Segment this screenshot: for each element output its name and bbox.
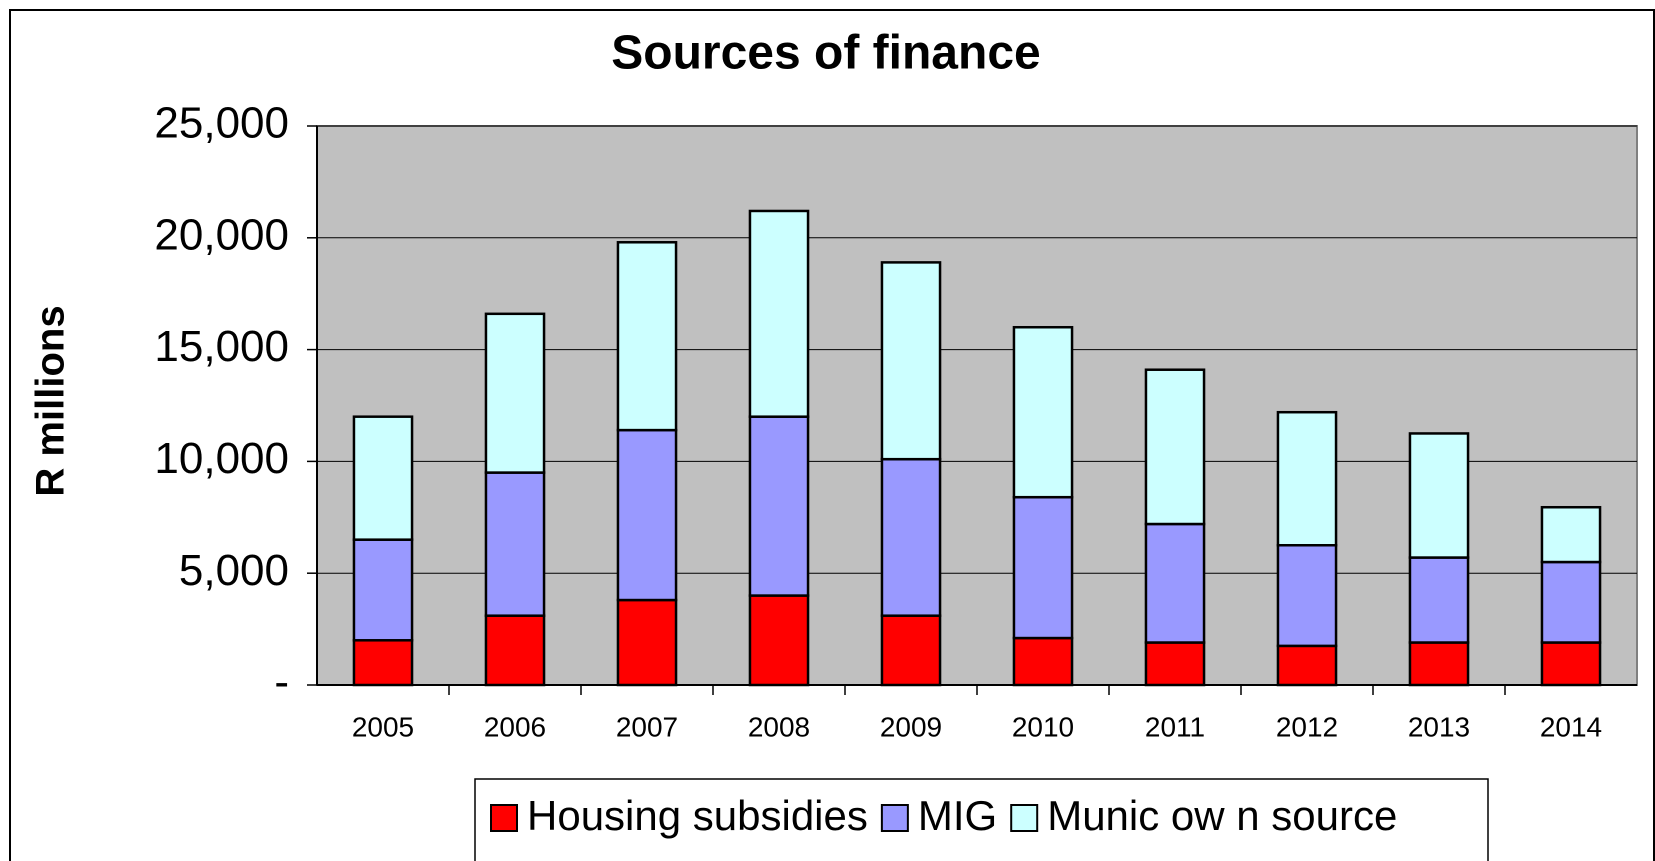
bar-segment (1540, 641, 1602, 687)
bar-segment (1012, 636, 1074, 687)
bar-segment (1408, 556, 1470, 644)
legend-box (474, 778, 1489, 861)
legend-swatch (880, 804, 909, 832)
y-axis-label: R millions (29, 305, 73, 496)
x-tick-label: 2007 (616, 711, 678, 742)
bar-segment (1540, 505, 1602, 564)
legend-label: MIG (918, 792, 997, 839)
bar-segment (352, 538, 414, 642)
bar-segment (1540, 560, 1602, 644)
chart-title: Sources of finance (611, 27, 1040, 80)
y-tick-label: 5,000 (179, 546, 289, 595)
bar-segment (484, 312, 546, 474)
bar-segment (748, 415, 810, 597)
legend-swatch (1010, 804, 1039, 832)
bar-segment (352, 415, 414, 541)
bar-segment (1408, 641, 1470, 687)
x-tick-label: 2013 (1408, 711, 1470, 742)
bar-segment (1012, 325, 1074, 499)
bar-segment (1144, 522, 1206, 644)
x-tick-label: 2011 (1145, 711, 1205, 742)
bar-segment (484, 614, 546, 687)
x-tick-label: 2014 (1540, 711, 1602, 742)
y-tick-label: - (274, 658, 289, 707)
legend-label: Munic ow n source (1047, 792, 1397, 839)
bar-segment (352, 639, 414, 687)
y-tick-label: 15,000 (154, 322, 289, 371)
x-tick-label: 2012 (1276, 711, 1338, 742)
bar-segment (1276, 544, 1338, 648)
bar-segment (1144, 368, 1206, 526)
bar-segment (616, 598, 678, 687)
bar-segment (484, 471, 546, 617)
bar-segment (616, 241, 678, 432)
bar-segment (880, 261, 942, 461)
bar-segment (1276, 410, 1338, 547)
bar-segment (748, 594, 810, 687)
legend-label: Housing subsidies (527, 792, 868, 839)
x-tick-label: 2005 (352, 711, 414, 742)
y-tick-label: 10,000 (154, 434, 289, 483)
legend-swatch (490, 804, 518, 832)
bar-segment (1408, 432, 1470, 559)
bar-segment (616, 428, 678, 602)
bar-segment (1276, 644, 1338, 687)
x-tick-label: 2006 (484, 711, 546, 742)
bar-segment (1012, 495, 1074, 640)
x-tick-label: 2008 (748, 711, 810, 742)
bar-segment (880, 614, 942, 687)
y-tick-label: 25,000 (154, 99, 289, 148)
bar-segment (748, 209, 810, 418)
bar-segment (880, 457, 942, 617)
bar-segment (1144, 641, 1206, 687)
x-tick-label: 2009 (880, 711, 942, 742)
y-tick-label: 20,000 (154, 210, 289, 259)
x-tick-label: 2010 (1012, 711, 1074, 742)
